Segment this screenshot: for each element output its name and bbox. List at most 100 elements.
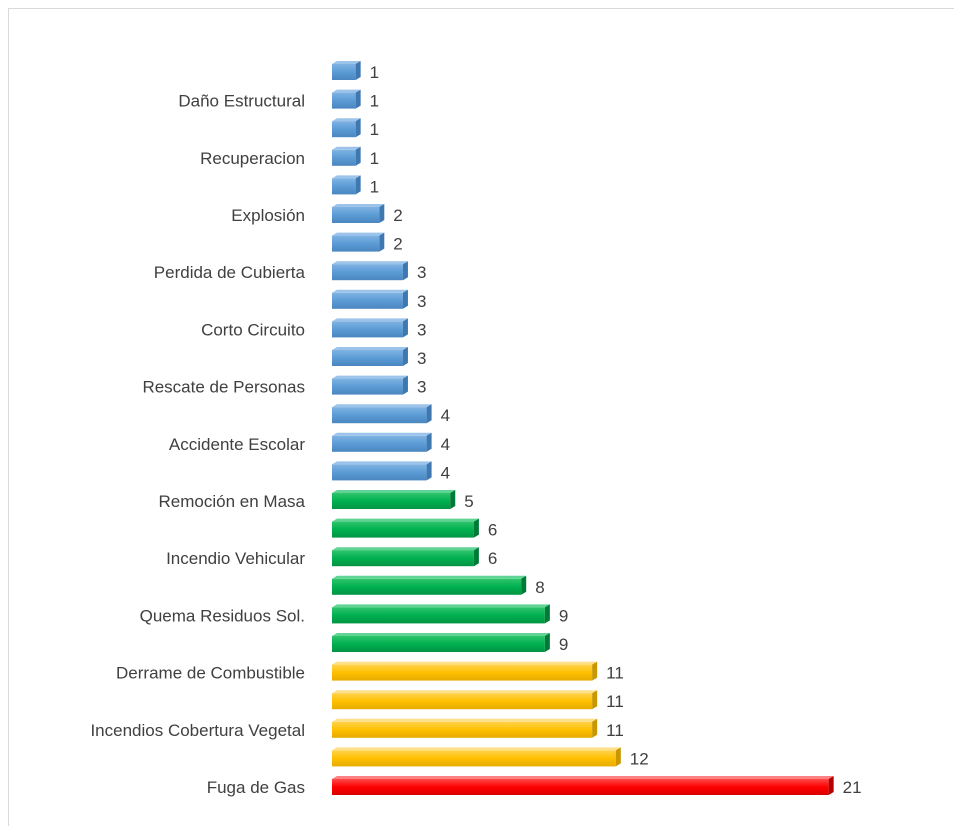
data-label: 3 — [417, 263, 426, 282]
data-label: 1 — [370, 149, 379, 168]
bar-side-face — [402, 289, 408, 309]
data-label: 3 — [417, 349, 426, 368]
bar-front-face — [332, 550, 474, 567]
bar-side-face — [426, 432, 432, 452]
bar-top-face — [332, 575, 527, 579]
bar-side-face — [473, 547, 479, 567]
bar-side-face — [592, 690, 598, 710]
bar-side-face — [355, 61, 361, 80]
bar — [332, 747, 621, 767]
bar — [332, 518, 479, 538]
bar-front-face — [332, 578, 522, 595]
bar — [332, 690, 598, 710]
category-label: Perdida de Cubierta — [154, 263, 306, 282]
bar-top-face — [332, 232, 385, 236]
bar-front-face — [332, 178, 356, 195]
bar-side-face — [828, 776, 834, 795]
data-label: 11 — [606, 692, 624, 711]
bar — [332, 404, 432, 424]
bar-side-face — [426, 404, 432, 424]
data-label: 3 — [417, 320, 426, 339]
bar-top-face — [332, 518, 479, 522]
bar-front-face — [332, 64, 356, 80]
bar-front-face — [332, 378, 403, 395]
data-label: 1 — [370, 63, 379, 82]
bar-top-face — [332, 490, 456, 493]
bar-front-face — [332, 207, 380, 223]
data-label: 3 — [417, 292, 426, 311]
bar-top-face — [332, 547, 479, 551]
bar-top-face — [332, 375, 408, 379]
bar — [332, 776, 834, 795]
bar — [332, 289, 408, 309]
bar-side-face — [379, 232, 385, 252]
bars-layer — [332, 61, 834, 795]
bar-front-face — [332, 292, 403, 309]
bar-side-face — [402, 375, 408, 395]
data-label: 1 — [370, 92, 379, 111]
category-label: Rescate de Personas — [142, 378, 305, 397]
bar-side-face — [544, 633, 550, 652]
data-label: 11 — [606, 721, 624, 740]
bar — [332, 61, 361, 80]
bar — [332, 261, 408, 281]
bar-side-face — [355, 89, 361, 109]
data-label: 4 — [441, 406, 450, 425]
data-label: 4 — [441, 463, 450, 482]
bar-front-face — [332, 607, 545, 624]
bar — [332, 575, 527, 595]
category-label: Explosión — [231, 206, 305, 225]
data-label: 9 — [559, 635, 568, 654]
bar — [332, 661, 598, 681]
bar-top-face — [332, 633, 550, 636]
bar-front-face — [332, 121, 356, 138]
bar-front-face — [332, 464, 427, 481]
category-label: Derrame de Combustible — [116, 664, 305, 683]
bar — [332, 146, 361, 166]
bar — [332, 604, 550, 624]
bar-top-face — [332, 776, 834, 779]
bar-side-face — [592, 718, 598, 738]
bar-front-face — [332, 693, 593, 710]
bar-side-face — [521, 575, 527, 595]
category-label: Recuperacion — [200, 149, 305, 168]
bar — [332, 375, 408, 395]
bar — [332, 89, 361, 109]
data-label: 6 — [488, 549, 497, 568]
bar-top-face — [332, 289, 408, 293]
data-label: 21 — [843, 778, 862, 797]
data-label: 4 — [441, 435, 450, 454]
bar — [332, 633, 550, 652]
category-label: Remoción en Masa — [159, 492, 306, 511]
data-label: 2 — [393, 235, 402, 254]
bar — [332, 718, 598, 738]
category-label: Quema Residuos Sol. — [140, 606, 305, 625]
category-label: Incendio Vehicular — [166, 549, 305, 568]
bar-top-face — [332, 146, 361, 150]
bar — [332, 204, 385, 223]
bar-top-face — [332, 318, 408, 322]
bar-front-face — [332, 721, 593, 738]
category-label: Corto Circuito — [201, 320, 305, 339]
bar — [332, 347, 408, 366]
bar-side-face — [402, 347, 408, 366]
bar-top-face — [332, 175, 361, 179]
bar-front-face — [332, 435, 427, 452]
bar-top-face — [332, 718, 598, 722]
bar-front-face — [332, 264, 403, 281]
bar-side-face — [426, 461, 432, 481]
bar — [332, 547, 479, 567]
bar-top-face — [332, 432, 432, 436]
bar — [332, 232, 385, 252]
bar-top-face — [332, 89, 361, 93]
bar — [332, 118, 361, 138]
bar-front-face — [332, 493, 451, 509]
bar-side-face — [615, 747, 621, 767]
bar-front-face — [332, 521, 474, 538]
data-label: 1 — [370, 120, 379, 139]
bar-top-face — [332, 461, 432, 465]
bar-front-face — [332, 407, 427, 424]
bar — [332, 318, 408, 338]
